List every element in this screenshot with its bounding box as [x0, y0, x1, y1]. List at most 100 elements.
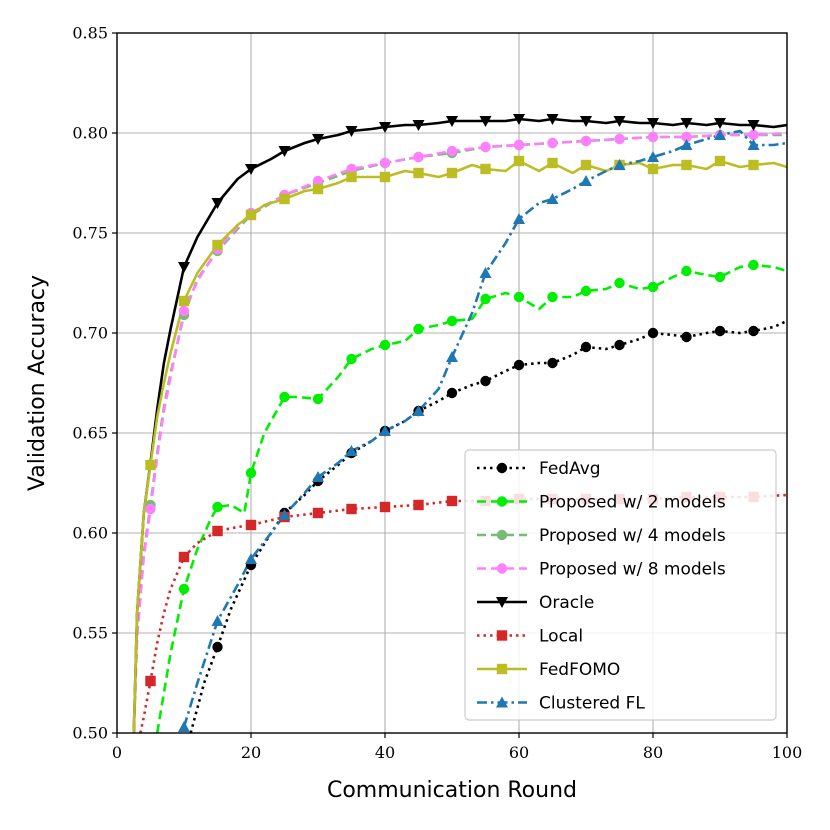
- data-point-clustered-fl: [446, 351, 458, 362]
- y-tick-label: 0.65: [72, 424, 108, 443]
- data-point-proposed-w-8-models: [480, 141, 491, 153]
- data-point-fedavg: [748, 325, 759, 337]
- data-point-oracle: [211, 198, 224, 209]
- series-markers: [145, 114, 760, 732]
- x-tick-label: 20: [241, 743, 261, 762]
- data-point-local: [413, 499, 424, 511]
- data-point-oracle: [613, 116, 626, 127]
- x-tick-label: 60: [509, 743, 529, 762]
- data-point-proposed-w-2-models: [178, 583, 190, 595]
- data-point-proposed-w-8-models: [145, 503, 156, 515]
- data-point-proposed-w-8-models: [614, 133, 625, 145]
- data-point-fedfomo: [212, 239, 223, 251]
- series-line-proposed-w-8-models: [132, 131, 787, 733]
- data-point-proposed-w-2-models: [647, 281, 659, 293]
- data-point-fedfomo: [748, 159, 759, 171]
- data-point-clustered-fl: [278, 509, 291, 520]
- data-point-clustered-fl: [178, 721, 190, 732]
- data-point-local: [245, 519, 257, 531]
- data-point-fedfomo: [647, 163, 659, 175]
- data-point-proposed-w-8-models: [446, 145, 458, 157]
- data-point-oracle: [479, 116, 492, 127]
- data-point-clustered-fl: [345, 445, 358, 456]
- data-point-proposed-w-8-models: [178, 305, 190, 317]
- data-point-proposed-w-8-models: [513, 139, 525, 151]
- data-point-proposed-w-2-models: [446, 315, 458, 327]
- data-point-local: [446, 495, 458, 507]
- data-point-fedavg: [513, 359, 525, 371]
- x-axis-label: Communication Round: [327, 778, 577, 803]
- data-point-fedfomo: [446, 167, 458, 179]
- data-point-fedfomo: [178, 295, 190, 307]
- data-point-proposed-w-2-models: [312, 393, 324, 405]
- data-point-oracle: [647, 118, 659, 129]
- legend: FedAvg Proposed w/ 2 models Proposed w/ 4 …: [464, 449, 777, 721]
- x-tick-label: 80: [643, 743, 663, 762]
- legend-marker-fedavg: [496, 462, 508, 474]
- data-point-oracle: [412, 120, 425, 131]
- legend-label-clustered-fl: Clustered FL: [539, 694, 645, 714]
- y-tick-label: 0.60: [72, 524, 108, 543]
- data-point-proposed-w-8-models: [346, 163, 357, 175]
- legend-marker-oracle: [496, 597, 508, 608]
- data-point-proposed-w-8-models: [681, 131, 692, 143]
- legend-marker-clustered-fl: [496, 696, 508, 708]
- x-tick-label: 0: [112, 743, 122, 762]
- legend-label-proposed-w-4-models: Proposed w/ 4 models: [539, 526, 726, 546]
- data-point-local: [312, 507, 324, 519]
- legend-label-proposed-w-8-models: Proposed w/ 8 models: [539, 560, 726, 580]
- data-point-oracle: [714, 118, 726, 129]
- data-point-clustered-fl: [513, 213, 525, 224]
- data-point-proposed-w-8-models: [580, 135, 592, 147]
- data-point-proposed-w-2-models: [580, 285, 592, 297]
- data-point-fedfomo: [346, 171, 357, 183]
- data-point-proposed-w-2-models: [614, 277, 625, 289]
- data-point-clustered-fl: [211, 615, 224, 626]
- legend-marker-proposed-w-4-models: [496, 529, 508, 541]
- data-point-oracle: [580, 116, 592, 127]
- data-point-proposed-w-2-models: [748, 259, 759, 271]
- data-point-fedfomo: [580, 159, 592, 171]
- data-point-oracle: [546, 114, 559, 125]
- data-point-oracle: [680, 118, 693, 129]
- legend-label-proposed-w-2-models: Proposed w/ 2 models: [539, 493, 726, 513]
- data-point-fedavg: [480, 375, 491, 387]
- data-point-local: [379, 501, 391, 513]
- data-point-proposed-w-8-models: [312, 175, 324, 187]
- data-point-fedavg: [681, 331, 692, 343]
- data-point-clustered-fl: [479, 267, 492, 278]
- data-point-oracle: [278, 146, 291, 157]
- data-point-clustered-fl: [245, 553, 257, 564]
- y-tick-label: 0.85: [72, 24, 108, 43]
- data-point-oracle: [312, 134, 324, 145]
- data-point-proposed-w-2-models: [413, 323, 424, 335]
- x-tick-label: 40: [375, 743, 395, 762]
- legend-label-fedavg: FedAvg: [539, 459, 601, 479]
- legend-marker-proposed-w-8-models: [496, 563, 508, 574]
- data-point-oracle: [446, 116, 458, 127]
- data-point-proposed-w-2-models: [245, 467, 257, 479]
- data-point-fedfomo: [379, 171, 391, 183]
- data-point-fedfomo: [279, 193, 290, 205]
- data-point-fedavg: [446, 387, 458, 399]
- data-point-clustered-fl: [379, 425, 391, 436]
- plot-frame: [116, 32, 788, 734]
- data-point-proposed-w-2-models: [547, 291, 558, 303]
- data-point-clustered-fl: [714, 129, 726, 140]
- data-point-proposed-w-2-models: [681, 265, 692, 277]
- data-point-local: [346, 503, 357, 515]
- legend-marker-local: [496, 630, 508, 641]
- y-tick-label: 0.75: [72, 224, 108, 243]
- y-axis-ticks: 0.50 0.55 0.60 0.65 0.70 0.75 0.80 0.85: [72, 24, 117, 743]
- y-axis-label: Validation Accuracy: [25, 275, 50, 491]
- data-point-fedavg: [547, 357, 558, 369]
- data-point-local: [212, 525, 223, 537]
- data-point-fedfomo: [513, 155, 525, 167]
- data-point-fedfomo: [312, 183, 324, 195]
- data-point-proposed-w-8-models: [647, 131, 659, 143]
- data-point-proposed-w-2-models: [513, 291, 525, 303]
- data-point-clustered-fl: [546, 193, 559, 204]
- y-tick-label: 0.70: [72, 324, 108, 343]
- data-point-proposed-w-2-models: [346, 353, 357, 365]
